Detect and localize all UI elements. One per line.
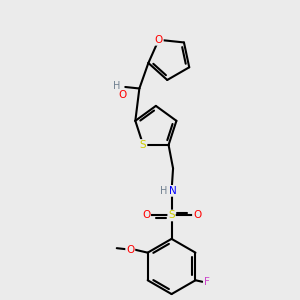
Text: F: F (204, 277, 210, 287)
Text: N: N (169, 186, 177, 196)
Text: O: O (142, 211, 150, 220)
Text: S: S (140, 140, 146, 150)
Text: H: H (160, 186, 168, 196)
Text: H: H (113, 81, 121, 92)
Text: O: O (119, 90, 127, 100)
Text: O: O (126, 245, 134, 255)
Text: O: O (193, 211, 201, 220)
Text: O: O (154, 35, 163, 45)
Text: S: S (168, 211, 175, 220)
